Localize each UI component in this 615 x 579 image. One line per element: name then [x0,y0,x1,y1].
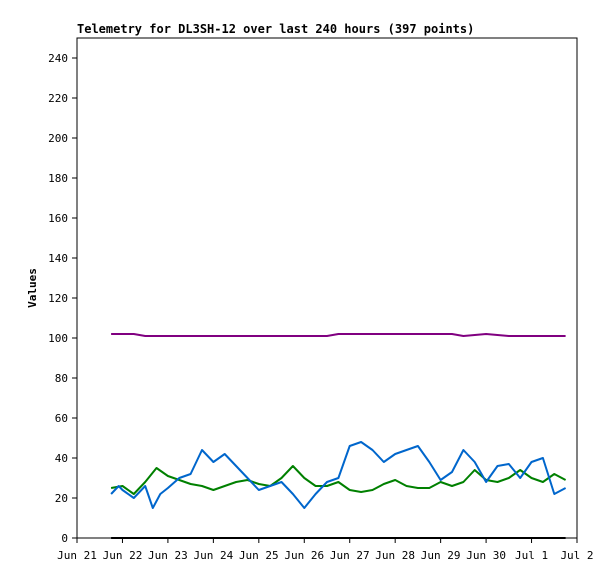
y-tick-label: 220 [48,92,68,105]
y-axis: 0 20 40 60 80 100 120 140 160 180 200 220 240 [48,52,77,545]
series-layer [110,333,567,539]
x-tick-label: Jun 26 [284,549,324,562]
x-tick-label: Jun 29 [421,549,461,562]
y-tick-label: 100 [48,332,68,345]
y-tick-label: 240 [48,52,68,65]
series-line-1 [111,333,566,337]
x-tick-label: Jun 23 [148,549,188,562]
series-line-2 [110,465,567,495]
y-tick-label: 120 [48,292,68,305]
x-tick-label: Jul 1 [515,549,548,562]
y-tick-label: 60 [55,412,68,425]
y-tick-label: 200 [48,132,68,145]
y-tick-label: 20 [55,492,68,505]
x-tick-label: Jun 22 [103,549,143,562]
x-axis: Jun 21 Jun 22 Jun 23 Jun 24 Jun 25 Jun 26 Jun … [57,538,594,562]
y-tick-label: 180 [48,172,68,185]
y-axis-label: Values [26,268,39,308]
x-tick-label: Jun 28 [375,549,415,562]
y-tick-label: 160 [48,212,68,225]
y-tick-label: 80 [55,372,68,385]
x-tick-label: Jun 21 [57,549,97,562]
x-tick-label: Jun 30 [466,549,506,562]
plot-frame [76,37,578,539]
x-tick-label: Jun 25 [239,549,279,562]
y-tick-label: 40 [55,452,68,465]
x-tick-label: Jun 24 [193,549,233,562]
x-tick-label: Jul 2 [560,549,593,562]
chart-title: Telemetry for DL3SH-12 over last 240 hou… [77,22,475,36]
x-tick-label: Jun 27 [330,549,370,562]
y-tick-label: 0 [61,532,68,545]
y-tick-label: 140 [48,252,68,265]
series-line-3 [110,441,567,509]
